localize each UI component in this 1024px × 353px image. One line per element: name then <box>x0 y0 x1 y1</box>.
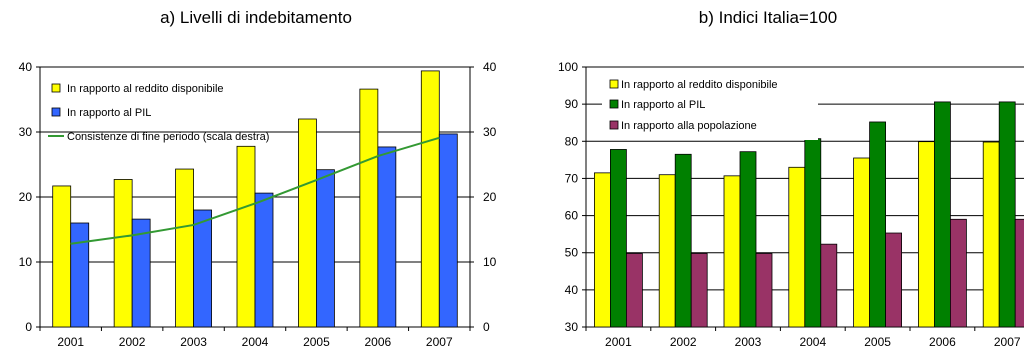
bar-reddito <box>113 179 133 328</box>
y2-tick-label: 0 <box>483 320 490 334</box>
legend-swatch <box>51 83 61 93</box>
bar-series-1 <box>804 138 822 328</box>
bar-series-1 <box>739 151 757 328</box>
y-tick-label: 80 <box>565 134 579 148</box>
x-tick-label: 2007 <box>994 335 1021 349</box>
bar-series-0 <box>658 174 676 328</box>
legend-label: In rapporto al reddito disponibile <box>621 79 778 91</box>
x-tick-label: 2004 <box>799 335 826 349</box>
bar-reddito <box>359 88 379 328</box>
bar-series-1 <box>998 101 1016 328</box>
bar-reddito <box>175 168 194 328</box>
legend-label: In rapporto alla popolazione <box>621 120 757 132</box>
bar-series-2 <box>626 253 643 328</box>
line-consistenze <box>70 136 440 245</box>
bar-series-1 <box>674 153 692 328</box>
chart-a-svg: 0 10 20 30 40 0 10 20 30 40 2001 2002 2003 2004 2005 20… <box>19 60 497 349</box>
legend-label: In rapporto al PIL <box>621 99 705 111</box>
bar-reddito <box>298 118 317 328</box>
x-tick-label: 2002 <box>670 335 697 349</box>
bar-series-0 <box>723 175 741 328</box>
x-tick-label: 2001 <box>605 335 632 349</box>
y-tick-label: 60 <box>565 209 579 223</box>
x-tick-label: 2007 <box>426 335 453 349</box>
bar-series-0 <box>982 141 1000 328</box>
x-tick-label: 2005 <box>864 335 891 349</box>
legend-label: Consistenze di fine periodo (scala destr… <box>67 131 269 143</box>
bar-series-0 <box>853 157 871 328</box>
bar-series-1 <box>869 121 887 328</box>
bar-pil <box>131 218 151 328</box>
x-tick-label: 2003 <box>180 335 207 349</box>
legend-swatch <box>609 99 619 109</box>
x-tick-label: 2006 <box>365 335 392 349</box>
bar-pil <box>316 169 335 328</box>
bar-series-2 <box>949 218 967 328</box>
chart-a-panel: a) Livelli di indebitamento 0 10 20 30 40 0 10… <box>19 8 497 349</box>
x-tick-label: 2001 <box>57 335 84 349</box>
y2-tick-label: 40 <box>483 60 497 74</box>
x-tick-label: 2004 <box>242 335 269 349</box>
y-tick-label: 50 <box>565 246 579 260</box>
bar-pil <box>438 133 458 328</box>
legend-swatch <box>51 107 61 117</box>
bar-series-0 <box>917 141 935 328</box>
x-tick-label: 2002 <box>119 335 146 349</box>
y-tick-label: 40 <box>565 283 579 297</box>
x-tick-label: 2005 <box>303 335 330 349</box>
bar-series-2 <box>820 243 838 328</box>
bar-series-1 <box>933 101 951 328</box>
bar-series-2 <box>755 253 773 328</box>
x-tick-label: 2006 <box>929 335 956 349</box>
y2-tick-label: 10 <box>483 255 497 269</box>
bar-pil <box>193 209 212 328</box>
y2-tick-label: 20 <box>483 190 497 204</box>
chart-b-panel: b) Indici Italia=100 In rapporto al redd… <box>512 0 1024 353</box>
bar-reddito <box>236 145 256 328</box>
y-tick-label: 10 <box>19 255 33 269</box>
bar-series-0 <box>594 172 611 328</box>
y-tick-label: 100 <box>558 60 578 74</box>
bar-reddito <box>52 185 72 328</box>
legend-label: In rapporto al PIL <box>67 107 151 119</box>
legend-swatch <box>609 120 619 130</box>
bar-reddito <box>420 70 440 328</box>
y-tick-label: 30 <box>565 320 579 334</box>
bar-pil <box>377 146 397 328</box>
bar-series-2 <box>690 253 708 328</box>
y-tick-label: 30 <box>19 125 33 139</box>
y-tick-label: 90 <box>565 97 579 111</box>
y-tick-label: 70 <box>565 171 579 185</box>
bar-series-2 <box>885 232 903 328</box>
legend-box <box>602 74 818 140</box>
x-tick-label: 2003 <box>735 335 762 349</box>
chart-b-svg: In rapporto al reddito disponibile In rap… <box>558 60 1024 349</box>
y-tick-label: 0 <box>25 320 32 334</box>
y-tick-label: 20 <box>19 190 33 204</box>
chart-a-title: a) Livelli di indebitamento <box>160 8 352 27</box>
legend-swatch <box>609 79 619 89</box>
bar-series-1 <box>610 149 627 328</box>
bar-series-2 <box>1014 218 1024 328</box>
legend-label: In rapporto al reddito disponibile <box>67 83 224 95</box>
y2-tick-label: 30 <box>483 125 497 139</box>
chart-b-title: b) Indici Italia=100 <box>698 8 838 27</box>
bar-pil <box>70 222 90 328</box>
bar-pil <box>254 192 274 328</box>
y-tick-label: 40 <box>19 60 33 74</box>
bar-series-0 <box>788 166 806 328</box>
